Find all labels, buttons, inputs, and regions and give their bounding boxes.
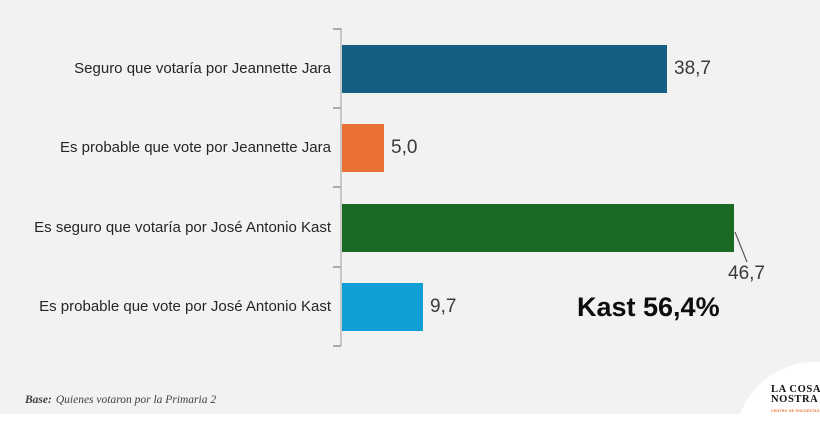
kast-total-annotation: Kast 56,4% (577, 292, 720, 322)
category-label-probable-jara: Es probable que vote por Jeannette Jara (59, 139, 331, 156)
axis-tick (333, 186, 341, 188)
axis-tick (333, 107, 341, 109)
category-label-seguro-jara: Seguro que votaría por Jeannette Jara (74, 60, 331, 77)
bottom-margin-strip (0, 414, 820, 422)
footnote: Base: Quienes votaron por la Primaria 2 (25, 394, 216, 406)
footnote-text: Quienes votaron por la Primaria 2 (55, 394, 217, 406)
bar-seguro-kast (342, 204, 734, 252)
value-label-seguro-kast: 46,7 (728, 263, 765, 284)
value-label-probable-jara: 5,0 (391, 137, 418, 158)
footnote-prefix: Base: (25, 394, 52, 406)
axis-tick (333, 345, 341, 347)
axis-tick (333, 266, 341, 268)
bar-probable-jara (342, 124, 384, 172)
logo-line-2: NOSTRA (771, 394, 819, 405)
value-label-seguro-jara: 38,7 (674, 58, 711, 79)
axis-tick (333, 28, 341, 30)
bar-seguro-jara (342, 45, 667, 93)
category-axis-line (340, 28, 342, 346)
category-label-probable-kast: Es probable que vote por José Antonio Ka… (39, 298, 331, 315)
value-label-probable-kast: 9,7 (430, 296, 457, 317)
logo-tagline: CENTRO DE ENCUESTAS (771, 409, 820, 413)
la-cosa-nostra-logo: LA COSA NOSTRA CENTRO DE ENCUESTAS (771, 384, 820, 416)
category-label-seguro-kast: Es seguro que votaría por José Antonio K… (34, 219, 331, 236)
bar-probable-kast (342, 283, 423, 331)
logo-line-1: LA COSA (771, 384, 820, 395)
